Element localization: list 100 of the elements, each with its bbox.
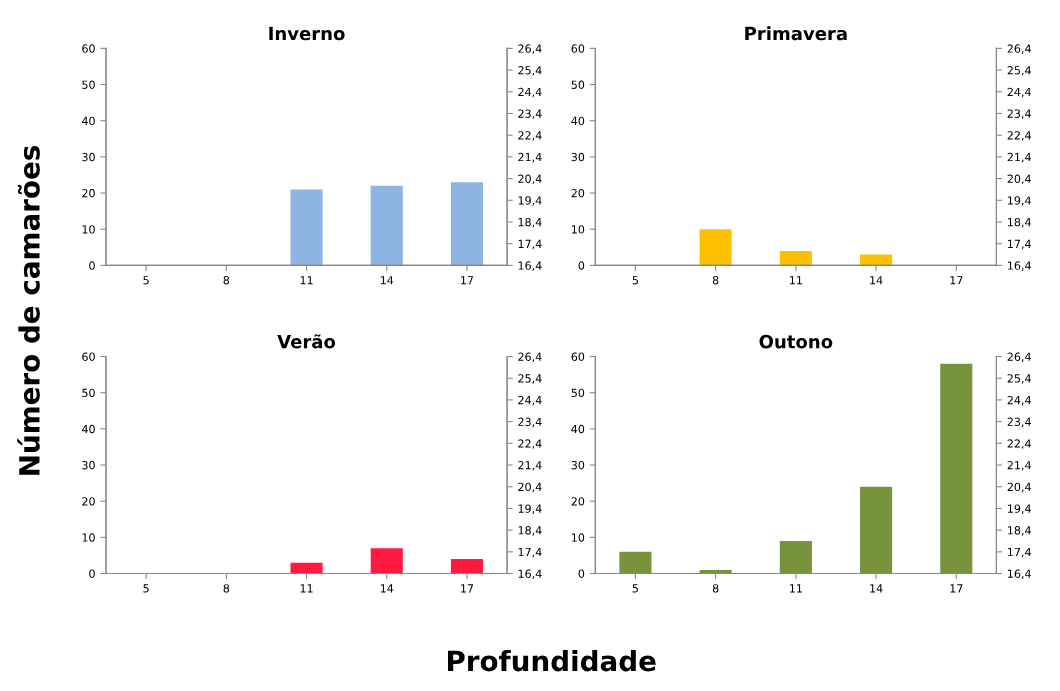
x-tick-label: 17 (950, 584, 963, 593)
y-tick-label: 40 (81, 116, 95, 126)
y2-tick-label: 25,4 (518, 374, 542, 384)
y-tick-label: 0 (89, 569, 95, 578)
bar (290, 562, 323, 574)
y2-tick-label: 20,4 (518, 174, 542, 185)
y2-tick-label: 18,4 (518, 217, 542, 228)
y2-tick-label: 23,4 (518, 109, 542, 119)
x-tick-label: 14 (870, 584, 883, 593)
y2-tick-label: 26,4 (1007, 44, 1031, 54)
y-tick-label: 50 (571, 80, 585, 89)
y-tick-label: 20 (571, 497, 585, 506)
bar (779, 540, 812, 574)
y2-tick-label: 22,4 (518, 439, 542, 449)
y-tick-label: 50 (82, 388, 95, 398)
y-tick-label: 0 (578, 569, 585, 578)
y2-tick-label: 26,4 (518, 44, 542, 54)
y-tick-label: 30 (571, 152, 585, 162)
x-tick-label: 14 (380, 584, 394, 593)
y2-tick-label: 19,4 (1008, 504, 1031, 514)
y-tick-label: 10 (571, 225, 585, 234)
y2-tick-label: 26,4 (1007, 352, 1031, 363)
bar (860, 486, 893, 574)
y2-tick-label: 17,4 (1008, 239, 1031, 250)
y2-tick-label: 25,4 (1007, 374, 1031, 384)
bar (779, 250, 812, 266)
y-tick-label: 50 (82, 80, 95, 89)
y-tick-label: 10 (82, 225, 95, 234)
y2-tick-label: 25,4 (1007, 66, 1031, 76)
y-tick-label: 60 (82, 44, 95, 53)
y-tick-label: 50 (571, 388, 585, 398)
y2-tick-label: 21,4 (518, 152, 542, 163)
y-tick-label: 60 (82, 352, 95, 361)
y2-tick-label: 18,4 (1008, 526, 1031, 536)
chart-title: Primavera (745, 26, 847, 41)
x-tick-label: 11 (300, 276, 313, 285)
y-tick-label: 10 (82, 533, 95, 542)
x-tick-label: 8 (223, 275, 230, 285)
x-tick-label: 14 (380, 276, 394, 285)
y-tick-label: 0 (89, 261, 95, 270)
y2-tick-label: 23,4 (518, 417, 542, 428)
y2-tick-label: 17,4 (518, 239, 542, 250)
y2-tick-label: 18,4 (518, 526, 542, 536)
y2-tick-label: 19,4 (518, 504, 542, 514)
bar (699, 229, 732, 266)
y2-tick-label: 22,4 (1007, 439, 1031, 449)
y2-tick-label: 22,4 (1007, 131, 1031, 141)
x-tick-label: 11 (300, 584, 313, 593)
y2-tick-label: 16,4 (518, 569, 542, 580)
y2-tick-label: 17,4 (1008, 547, 1031, 558)
y2-tick-label: 19,4 (518, 196, 542, 206)
x-tick-label: 8 (712, 584, 719, 593)
x-tick-label: 14 (870, 276, 883, 285)
y2-tick-label: 20,4 (1007, 482, 1031, 493)
x-tick-label: 17 (461, 584, 474, 593)
x-tick-label: 8 (712, 275, 719, 285)
y2-tick-label: 16,4 (1008, 569, 1031, 580)
y2-tick-label: 23,4 (1007, 417, 1031, 428)
x-tick-label: 5 (632, 276, 638, 285)
y2-tick-label: 24,4 (518, 87, 542, 98)
bar (860, 254, 893, 266)
y2-tick-label: 19,4 (1008, 196, 1031, 206)
x-tick-label: 8 (223, 584, 230, 593)
y-tick-label: 60 (571, 352, 585, 361)
bar (619, 551, 652, 574)
y2-tick-label: 21,4 (1007, 152, 1031, 163)
y2-tick-label: 18,4 (1008, 217, 1031, 228)
chart-title: Outono (759, 334, 833, 349)
y-tick-label: 40 (571, 424, 585, 434)
y2-tick-label: 24,4 (1007, 395, 1031, 406)
y2-tick-label: 26,4 (518, 352, 542, 363)
y2-tick-label: 16,4 (518, 261, 542, 271)
x-tick-label: 5 (143, 584, 149, 593)
bar (370, 548, 403, 574)
bar (940, 363, 973, 574)
y-tick-label: 40 (81, 424, 95, 434)
chart-title: Verão (277, 334, 336, 349)
chart-title: Inverno (269, 26, 345, 41)
y-axis-title: Número de camarões (17, 145, 40, 475)
x-tick-label: 11 (790, 584, 802, 593)
x-tick-label: 17 (950, 276, 963, 285)
y2-tick-label: 23,4 (1007, 109, 1031, 119)
y-tick-label: 10 (571, 533, 585, 542)
y-tick-label: 30 (571, 461, 585, 470)
x-tick-label: 5 (632, 584, 638, 593)
y-tick-label: 30 (82, 152, 95, 162)
x-axis-title: Profundidade (447, 649, 656, 672)
x-tick-label: 11 (790, 276, 802, 285)
y2-tick-label: 20,4 (1007, 174, 1031, 185)
x-tick-label: 17 (461, 276, 474, 285)
y2-tick-label: 22,4 (518, 131, 542, 141)
y2-tick-label: 20,4 (518, 482, 542, 493)
y2-tick-label: 21,4 (518, 461, 542, 471)
y2-tick-label: 16,4 (1008, 261, 1031, 271)
y2-tick-label: 24,4 (1007, 87, 1031, 98)
y-tick-label: 30 (82, 461, 95, 470)
y2-tick-label: 25,4 (518, 66, 542, 76)
x-tick-label: 5 (143, 276, 149, 285)
y2-tick-label: 17,4 (518, 547, 542, 558)
y2-tick-label: 21,4 (1007, 461, 1031, 471)
